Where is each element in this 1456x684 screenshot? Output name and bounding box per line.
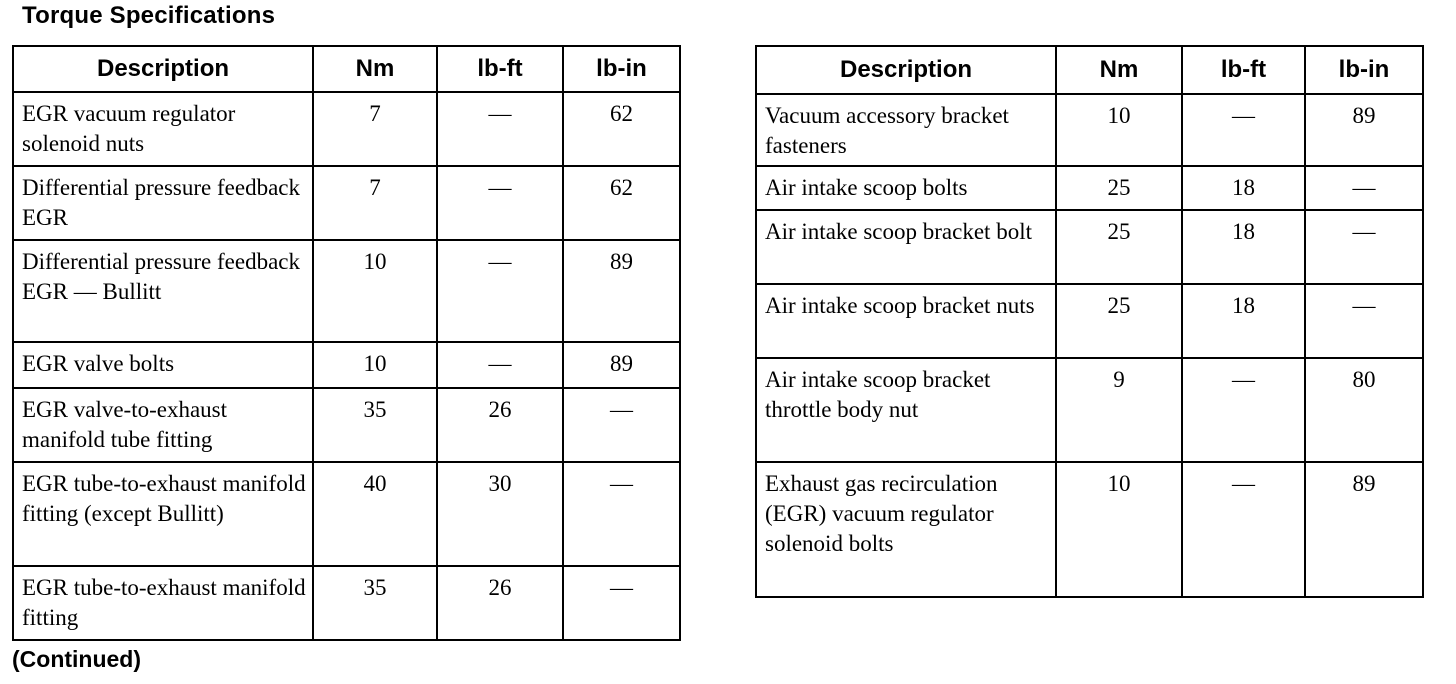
table-row: Air intake scoop bracket throttle body n… <box>755 357 1424 463</box>
col-header-lb-in: lb-in <box>1304 45 1424 95</box>
table-row: EGR vacuum regulator solenoid nuts 7—62 <box>12 91 681 167</box>
cell-lb-in: 89 <box>1304 93 1424 167</box>
cell-lb-ft: 26 <box>436 565 564 641</box>
cell-lb-in: 89 <box>562 341 681 389</box>
cell-description: Vacuum accessory bracket fasteners <box>755 93 1057 167</box>
cell-nm: 10 <box>312 239 438 343</box>
cell-lb-in: — <box>562 461 681 567</box>
cell-description: EGR tube-to-exhaust manifold fitting (ex… <box>12 461 314 567</box>
cell-lb-ft: 18 <box>1181 283 1306 359</box>
cell-lb-in: — <box>562 565 681 641</box>
table-row: EGR tube-to-exhaust manifold fitting (ex… <box>12 461 681 567</box>
cell-lb-in: 89 <box>1304 461 1424 598</box>
table-row: Differential pressure feedback EGR — Bul… <box>12 239 681 343</box>
cell-nm: 25 <box>1055 283 1183 359</box>
cell-nm: 7 <box>312 165 438 241</box>
cell-lb-ft: — <box>436 91 564 167</box>
continued-note: (Continued) <box>12 646 142 672</box>
cell-description: Differential pressure feedback EGR — Bul… <box>12 239 314 343</box>
cell-description: Air intake scoop bracket bolt <box>755 209 1057 285</box>
cell-description: EGR tube-to-exhaust manifold fitting <box>12 565 314 641</box>
cell-lb-ft: — <box>436 165 564 241</box>
cell-nm: 10 <box>1055 461 1183 598</box>
table-row: Air intake scoop bolts 25 18— <box>755 165 1424 211</box>
cell-nm: 40 <box>312 461 438 567</box>
cell-lb-in: 89 <box>562 239 681 343</box>
page-title: Torque Specifications <box>22 2 276 29</box>
col-header-description: Description <box>755 45 1057 95</box>
cell-description: EGR valve bolts <box>12 341 314 389</box>
table-row: Differential pressure feedback EGR 7—62 <box>12 165 681 241</box>
cell-lb-in: — <box>562 387 681 463</box>
cell-nm: 35 <box>312 565 438 641</box>
table-row: EGR tube-to-exhaust manifold fitting 35 26… <box>12 565 681 641</box>
table-row: EGR valve bolts 10—89 <box>12 341 681 389</box>
cell-nm: 25 <box>1055 209 1183 285</box>
cell-nm: 7 <box>312 91 438 167</box>
cell-lb-ft: 26 <box>436 387 564 463</box>
table-row: EGR valve-to-exhaust manifold tube fitti… <box>12 387 681 463</box>
cell-lb-ft: — <box>1181 461 1306 598</box>
table-row: Exhaust gas recirculation (EGR) vacuum r… <box>755 461 1424 598</box>
cell-lb-in: — <box>1304 209 1424 285</box>
table-row: Air intake scoop bracket nuts 25 18— <box>755 283 1424 359</box>
cell-description: Differential pressure feedback EGR <box>12 165 314 241</box>
cell-description: Exhaust gas recirculation (EGR) vacuum r… <box>755 461 1057 598</box>
col-header-nm: Nm <box>1055 45 1183 95</box>
col-header-lb-in: lb-in <box>562 45 681 93</box>
cell-nm: 10 <box>312 341 438 389</box>
col-header-description: Description <box>12 45 314 93</box>
cell-description: Air intake scoop bolts <box>755 165 1057 211</box>
cell-description: EGR vacuum regulator solenoid nuts <box>12 91 314 167</box>
cell-nm: 10 <box>1055 93 1183 167</box>
cell-lb-in: 62 <box>562 91 681 167</box>
torque-table-left: Description Nm lb-ft lb-in EGR vacuum re… <box>12 45 681 641</box>
cell-lb-ft: 18 <box>1181 209 1306 285</box>
cell-nm: 9 <box>1055 357 1183 463</box>
header-row: Description Nm lb-ft lb-in <box>12 45 681 93</box>
header-row: Description Nm lb-ft lb-in <box>755 45 1424 95</box>
cell-nm: 35 <box>312 387 438 463</box>
cell-lb-in: 80 <box>1304 357 1424 463</box>
cell-lb-ft: 30 <box>436 461 564 567</box>
cell-description: Air intake scoop bracket nuts <box>755 283 1057 359</box>
col-header-lb-ft: lb-ft <box>436 45 564 93</box>
col-header-lb-ft: lb-ft <box>1181 45 1306 95</box>
cell-lb-in: — <box>1304 165 1424 211</box>
table-row: Vacuum accessory bracket fasteners 10—89 <box>755 93 1424 167</box>
torque-table-right: Description Nm lb-ft lb-in Vacuum access… <box>755 45 1424 598</box>
cell-lb-in: — <box>1304 283 1424 359</box>
cell-lb-in: 62 <box>562 165 681 241</box>
cell-lb-ft: 18 <box>1181 165 1306 211</box>
cell-description: Air intake scoop bracket throttle body n… <box>755 357 1057 463</box>
cell-lb-ft: — <box>1181 93 1306 167</box>
cell-lb-ft: — <box>1181 357 1306 463</box>
cell-description: EGR valve-to-exhaust manifold tube fitti… <box>12 387 314 463</box>
table-row: Air intake scoop bracket bolt 25 18— <box>755 209 1424 285</box>
cell-nm: 25 <box>1055 165 1183 211</box>
cell-lb-ft: — <box>436 341 564 389</box>
col-header-nm: Nm <box>312 45 438 93</box>
cell-lb-ft: — <box>436 239 564 343</box>
